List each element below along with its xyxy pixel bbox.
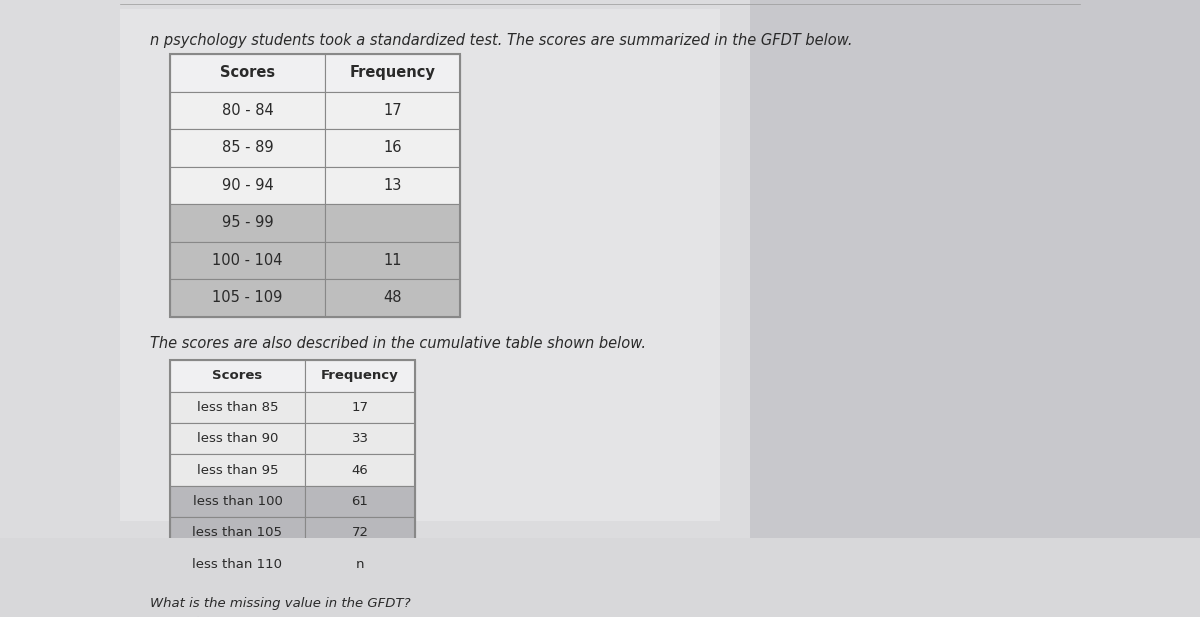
Text: 85 - 89: 85 - 89 [222, 140, 274, 155]
Text: 46: 46 [352, 463, 368, 476]
Text: n: n [355, 558, 365, 571]
Text: less than 105: less than 105 [192, 526, 282, 539]
Bar [170, 167, 325, 204]
Text: Frequency: Frequency [322, 370, 398, 383]
Bar [226, 613, 505, 617]
Bar [305, 423, 415, 454]
Text: less than 110: less than 110 [192, 558, 282, 571]
Bar [325, 242, 460, 279]
Bar [170, 204, 325, 242]
Bar [325, 167, 460, 204]
Text: Scores: Scores [220, 65, 275, 80]
Text: 13: 13 [383, 178, 402, 193]
Bar [170, 91, 325, 129]
Text: 17: 17 [383, 103, 402, 118]
Bar [170, 54, 460, 317]
Text: less than 85: less than 85 [197, 401, 278, 414]
Bar [305, 486, 415, 517]
Text: less than 100: less than 100 [192, 495, 282, 508]
Bar [170, 242, 325, 279]
Text: 11: 11 [383, 253, 402, 268]
Bar [325, 204, 460, 242]
Bar [170, 454, 305, 486]
Bar [170, 549, 305, 580]
Text: less than 90: less than 90 [197, 432, 278, 445]
Bar [170, 360, 305, 392]
Text: 17: 17 [352, 401, 368, 414]
Bar [305, 392, 415, 423]
Text: 95 - 99: 95 - 99 [222, 215, 274, 230]
Text: less than 95: less than 95 [197, 463, 278, 476]
Bar [325, 91, 460, 129]
Bar [120, 9, 720, 521]
Bar [750, 0, 1200, 538]
Bar [170, 54, 325, 91]
Bar [325, 54, 460, 91]
Bar [305, 454, 415, 486]
Text: answer =: answer = [150, 613, 214, 617]
Text: 100 - 104: 100 - 104 [212, 253, 283, 268]
Text: Scores: Scores [212, 370, 263, 383]
Bar [170, 517, 305, 549]
Text: Frequency: Frequency [349, 65, 436, 80]
Text: 72: 72 [352, 526, 368, 539]
Text: 33: 33 [352, 432, 368, 445]
Text: 61: 61 [352, 495, 368, 508]
Bar [305, 517, 415, 549]
Text: 80 - 84: 80 - 84 [222, 103, 274, 118]
Text: The scores are also described in the cumulative table shown below.: The scores are also described in the cum… [150, 336, 646, 351]
Bar [170, 392, 305, 423]
Bar [170, 360, 415, 580]
Bar [170, 423, 305, 454]
Bar [170, 486, 305, 517]
Bar [325, 129, 460, 167]
Bar [305, 360, 415, 392]
Text: 105 - 109: 105 - 109 [212, 291, 283, 305]
Text: 90 - 94: 90 - 94 [222, 178, 274, 193]
Bar [0, 0, 750, 538]
Bar [305, 549, 415, 580]
Bar [325, 279, 460, 317]
Text: 48: 48 [383, 291, 402, 305]
Text: What is the missing value in the GFDT?: What is the missing value in the GFDT? [150, 597, 410, 610]
Text: 16: 16 [383, 140, 402, 155]
Bar [170, 279, 325, 317]
Bar [170, 129, 325, 167]
Text: n psychology students took a standardized test. The scores are summarized in the: n psychology students took a standardize… [150, 33, 852, 48]
